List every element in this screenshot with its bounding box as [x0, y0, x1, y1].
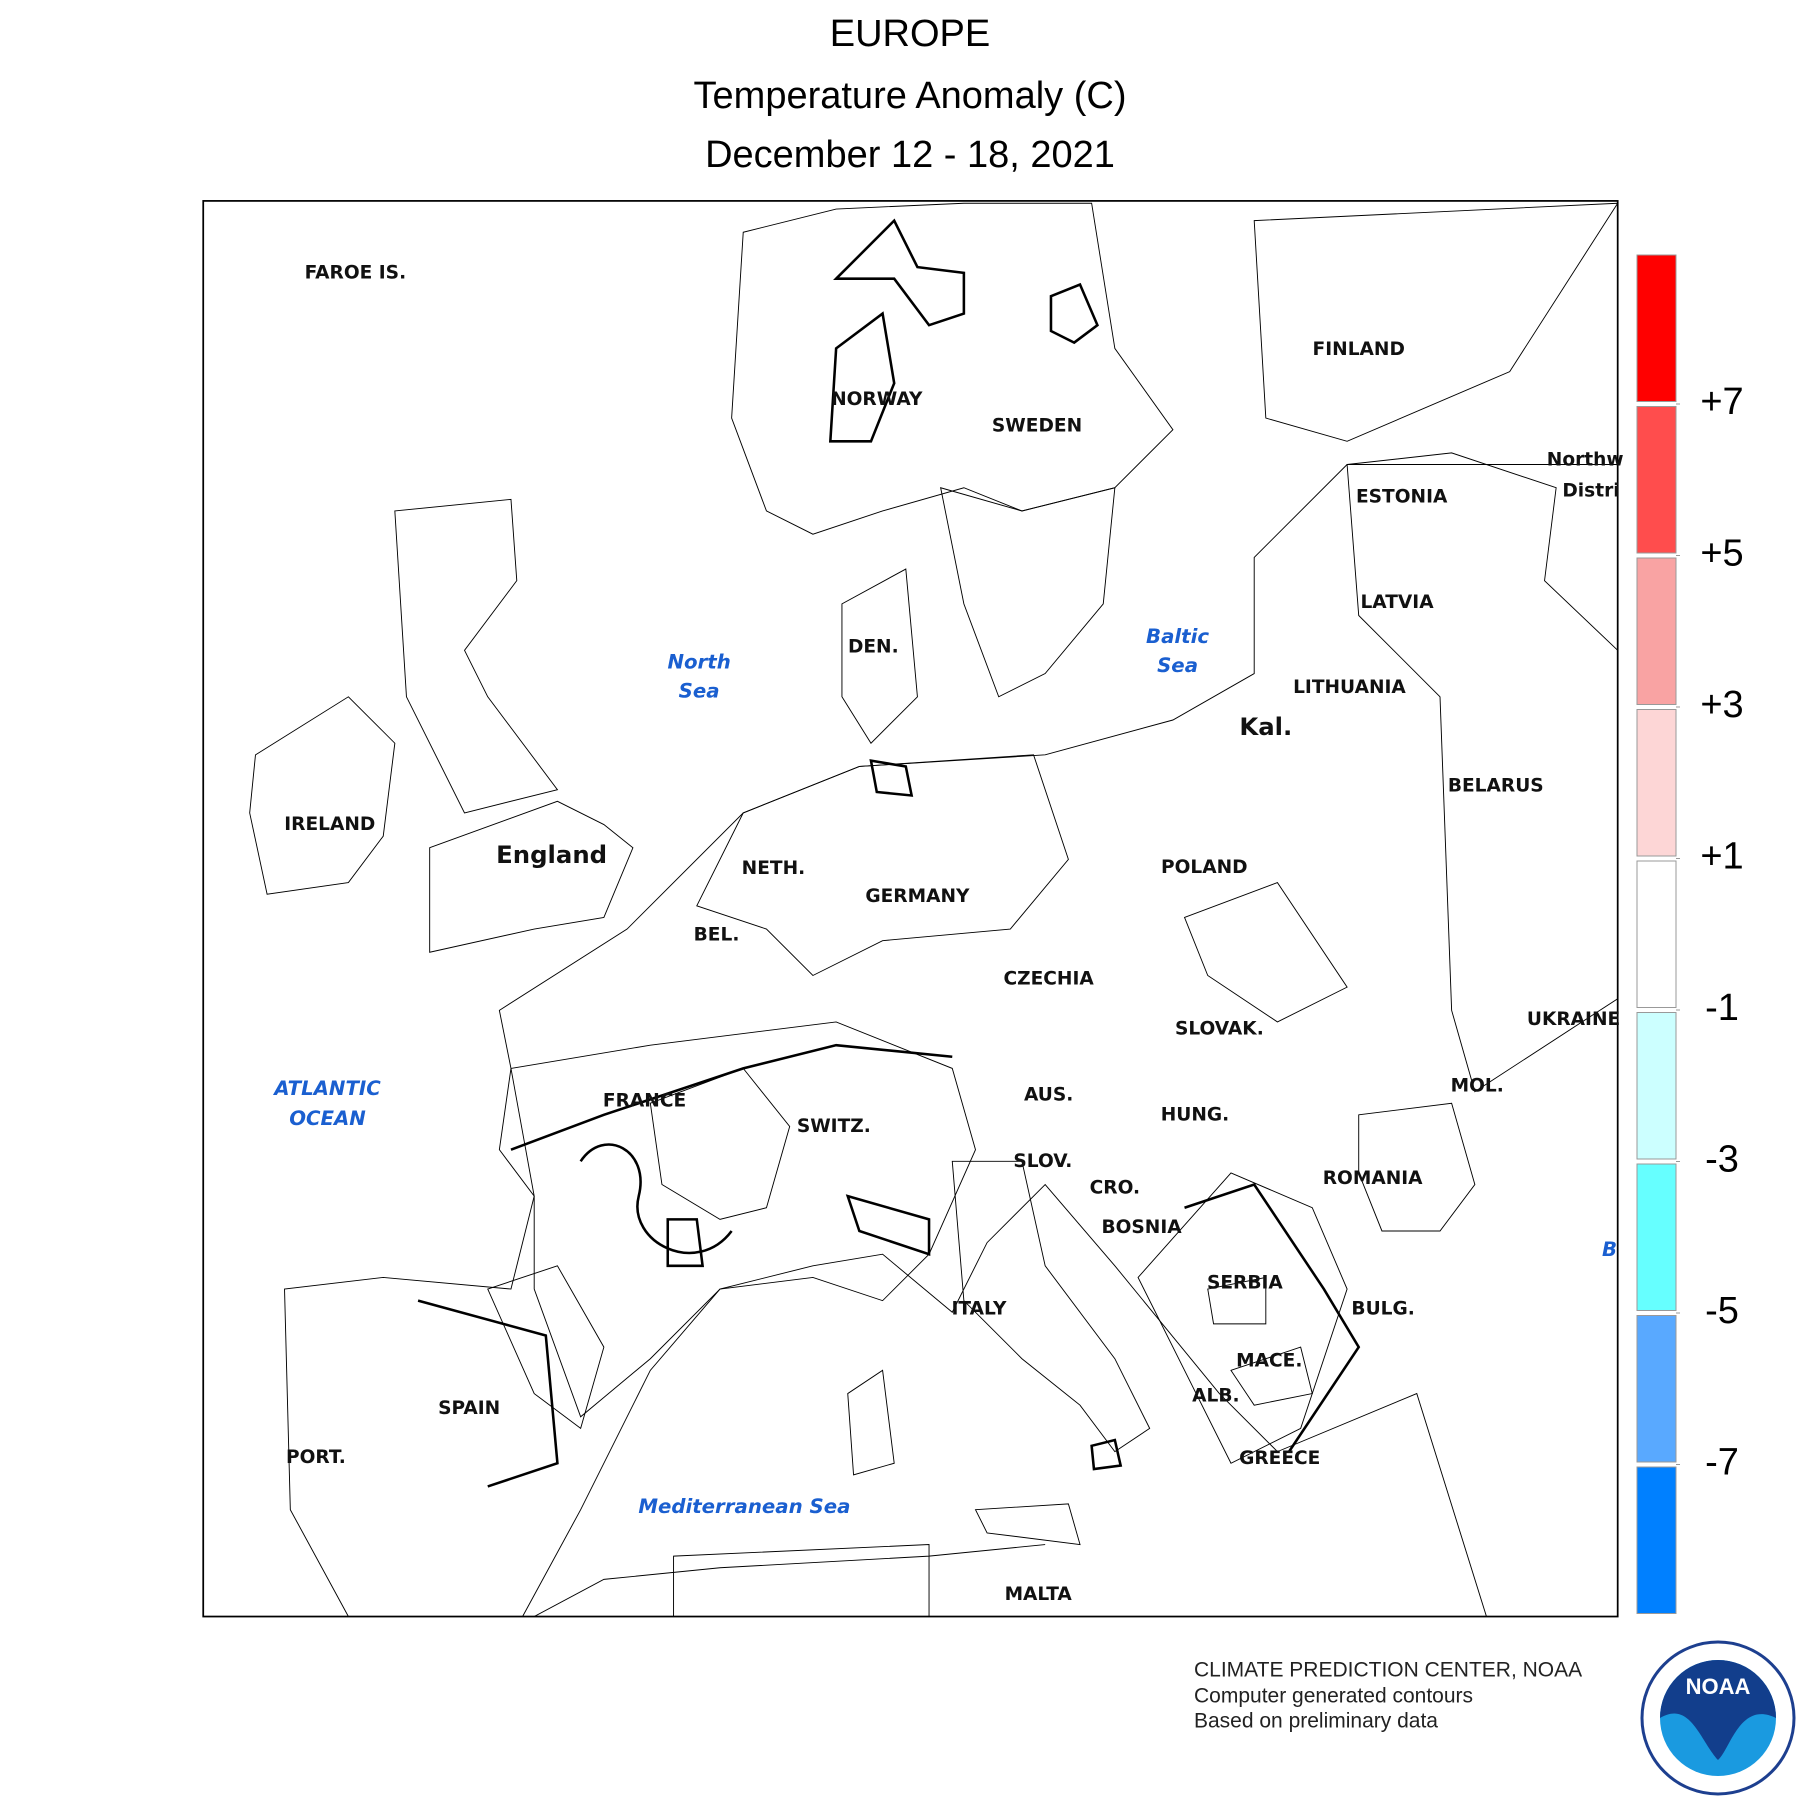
legend-tick-label: -5 — [1705, 1290, 1739, 1332]
place-label: GREECE — [1239, 1448, 1320, 1469]
legend-swatch — [1636, 557, 1677, 705]
scotland — [394, 498, 559, 814]
legend-swatch — [1636, 1315, 1677, 1463]
sea — [203, 200, 1618, 1617]
legend-swatch — [1636, 254, 1677, 402]
legend-swatch — [1636, 1012, 1677, 1160]
england — [429, 800, 634, 953]
place-label: MALTA — [1005, 1584, 1073, 1605]
place-label: GERMANY — [865, 886, 970, 907]
place-label: ATLANTIC — [272, 1077, 381, 1100]
place-label: England — [496, 840, 607, 869]
place-label: ITALY — [952, 1298, 1007, 1319]
warm-core — [666, 218, 1099, 1268]
place-label: SPAIN — [438, 1398, 500, 1419]
place-label: NETH. — [742, 858, 806, 879]
place-label: Baltic — [1146, 625, 1209, 648]
legend-tick-label: -7 — [1705, 1442, 1739, 1484]
italy — [951, 1160, 1151, 1453]
baltics-belarus — [1346, 452, 1618, 1093]
place-label: North — [667, 651, 730, 674]
place-label: AUS. — [1024, 1085, 1073, 1106]
south-sweden — [940, 487, 1116, 698]
place-label: SWEDEN — [992, 416, 1082, 437]
map: FAROE IS. NORWAY SWEDEN FINLAND Northw Distri… — [202, 200, 1624, 1618]
map-labels: FAROE IS. NORWAY SWEDEN FINLAND Northw Distri… — [272, 262, 1623, 1605]
legend-tick-label: +5 — [1700, 533, 1743, 575]
place-label: IRELAND — [284, 814, 375, 835]
finland — [1253, 202, 1618, 442]
place-label: SLOV. — [1013, 1151, 1072, 1172]
place-label: ROMANIA — [1323, 1168, 1423, 1189]
subtitle: Temperature Anomaly (C) — [694, 75, 1127, 117]
legend: +7 +5 +3 +1 -1 -3 -5 -7 — [1636, 254, 1744, 1614]
place-label: LITHUANIA — [1293, 677, 1406, 698]
place-label: LATVIA — [1360, 592, 1434, 613]
place-label: FINLAND — [1313, 339, 1405, 360]
place-label: PORT. — [286, 1447, 346, 1468]
neutral-zone — [510, 882, 1348, 1464]
legend-swatch — [1636, 860, 1677, 1008]
place-label: Distri — [1562, 481, 1619, 502]
place-label: MOL. — [1451, 1075, 1504, 1096]
place-label: Sea — [679, 680, 720, 703]
legend-tick-label: +7 — [1700, 381, 1743, 423]
noaa-logo: NOAA — [1640, 1640, 1796, 1796]
map-shapes — [203, 200, 1618, 1617]
romania-warm — [1358, 1102, 1476, 1232]
place-label: MACE. — [1236, 1351, 1302, 1372]
cool-zone — [487, 1067, 1313, 1617]
place-label: Mediterranean Sea — [638, 1495, 850, 1518]
place-label: POLAND — [1161, 857, 1248, 878]
place-label: BOSNIA — [1101, 1217, 1182, 1238]
logo-top — [1660, 1660, 1776, 1760]
place-label: SLOVAK. — [1175, 1018, 1264, 1039]
place-label: Sea — [1157, 654, 1198, 677]
legend-swatch — [1636, 1466, 1677, 1614]
place-label: HUNG. — [1161, 1104, 1230, 1125]
africa-coast — [533, 1544, 1046, 1617]
place-label: DEN. — [848, 636, 899, 657]
denmark — [841, 568, 918, 744]
logo-text: NOAA — [1686, 1674, 1751, 1699]
place-label: Kal. — [1239, 712, 1292, 741]
place-label: SERBIA — [1207, 1273, 1283, 1294]
continent — [284, 464, 1618, 1617]
map-frame — [202, 200, 1619, 1618]
legend-swatch — [1636, 1163, 1677, 1311]
title: EUROPE — [830, 13, 990, 55]
credit: Computer generated contours — [1194, 1685, 1473, 1708]
contour — [417, 1043, 1361, 1488]
legend-swatch — [1636, 709, 1677, 857]
place-label: BEL. — [694, 924, 740, 945]
place-label: Northw — [1547, 449, 1624, 470]
place-label: NORWAY — [831, 389, 923, 410]
legend-tick-label: +1 — [1700, 836, 1743, 878]
legend-tick-label: -1 — [1705, 987, 1739, 1029]
date: December 12 - 18, 2021 — [705, 134, 1115, 176]
place-label: ESTONIA — [1356, 487, 1448, 508]
place-label: ALB. — [1192, 1385, 1239, 1406]
place-label: BULG. — [1351, 1298, 1414, 1319]
legend-tick-label: +3 — [1700, 684, 1743, 726]
place-label: FRANCE — [603, 1090, 686, 1111]
place-label: SWITZ. — [797, 1116, 871, 1137]
place-label: B — [1602, 1238, 1617, 1261]
place-label: CRO. — [1090, 1178, 1140, 1199]
germany — [696, 754, 1069, 977]
ireland — [249, 696, 396, 895]
credit: CLIMATE PREDICTION CENTER, NOAA — [1194, 1659, 1582, 1682]
place-label: UKRAINE — [1527, 1009, 1620, 1030]
place-label: FAROE IS. — [305, 262, 407, 283]
place-label: OCEAN — [289, 1107, 366, 1130]
place-label: BELARUS — [1448, 776, 1544, 797]
credit: Based on preliminary data — [1194, 1710, 1438, 1733]
place-label: CZECHIA — [1004, 968, 1095, 989]
legend-swatch — [1636, 406, 1677, 554]
cool-core — [1090, 1438, 1123, 1471]
legend-tick-label: -3 — [1705, 1139, 1739, 1181]
